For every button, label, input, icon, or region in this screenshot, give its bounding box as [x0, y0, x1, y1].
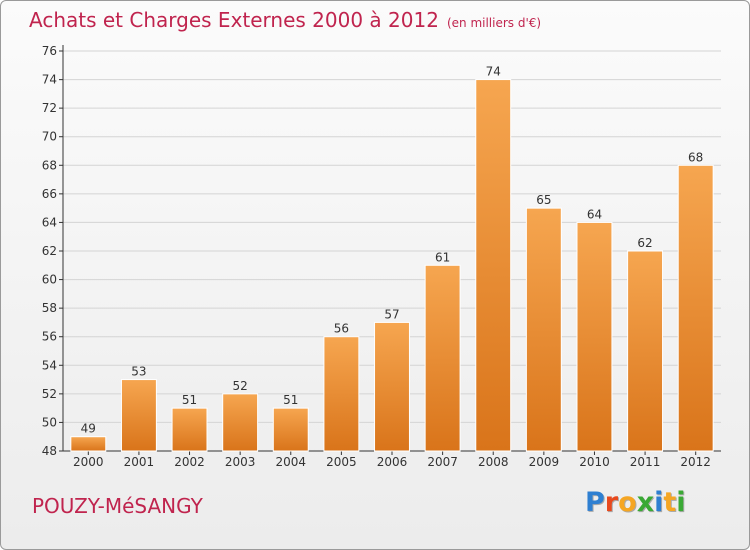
x-tick-label: 2009: [529, 455, 560, 469]
logo-letter: P: [585, 487, 605, 518]
x-tick-label: 2011: [630, 455, 661, 469]
data-label-2000: 49: [81, 422, 96, 436]
y-tick-label: 62: [42, 244, 57, 258]
y-tick-label: 58: [42, 301, 57, 315]
bar-2009: [525, 207, 562, 452]
y-tick-label: 70: [42, 130, 57, 144]
data-label-2007: 61: [435, 250, 450, 264]
labels: 48 50 52 54 56 58 60 62 64 66 68 70 72 74 76 2000 49 2001…: [42, 44, 711, 469]
logo-letter: i: [654, 487, 664, 518]
bar-2000: [70, 436, 107, 452]
x-tick-label: 2002: [174, 455, 205, 469]
bar-2002: [171, 407, 208, 452]
bar-2012: [677, 164, 714, 452]
bar-2001: [120, 379, 157, 452]
bar-2006: [374, 321, 410, 452]
bar-2011: [627, 250, 664, 452]
bar-2010: [576, 221, 613, 452]
x-tick-label: 2012: [680, 455, 711, 469]
data-label-2008: 74: [486, 65, 501, 79]
chart-subtitle: (en milliers d'€): [446, 16, 542, 30]
y-tick-label: 60: [42, 273, 57, 287]
proxiti-logo: Proxiti: [585, 487, 686, 518]
y-tick-label: 68: [42, 158, 57, 172]
bar-2005: [323, 336, 360, 452]
bar-2007: [424, 264, 461, 452]
y-tick-label: 56: [42, 330, 57, 344]
y-tick-label: 48: [42, 444, 57, 458]
x-tick-label: 2001: [124, 455, 155, 469]
data-label-2001: 53: [131, 365, 146, 379]
data-label-2004: 51: [283, 393, 298, 407]
logo-letter: o: [618, 487, 637, 518]
x-tick-label: 2003: [225, 455, 256, 469]
logo-letter: i: [676, 487, 686, 518]
x-tick-label: 2007: [427, 455, 458, 469]
y-tick-label: 72: [42, 101, 57, 115]
data-label-2005: 56: [334, 322, 349, 336]
x-tick-label: 2010: [579, 455, 610, 469]
data-label-2011: 62: [637, 236, 652, 250]
y-tick-label: 50: [42, 415, 57, 429]
data-label-2006: 57: [384, 307, 399, 321]
bar-2004: [272, 407, 309, 452]
data-label-2010: 64: [587, 207, 602, 221]
y-tick-label: 76: [42, 44, 57, 58]
y-tick-label: 74: [42, 73, 57, 87]
commune-name: POUZY-MéSANGY: [32, 494, 203, 518]
x-tick-label: 2005: [326, 455, 357, 469]
chart-title: Achats et Charges Externes 2000 à 2012 (e…: [29, 8, 541, 32]
x-tick-label: 2000: [73, 455, 104, 469]
bars: [70, 79, 714, 452]
chart-title-text: Achats et Charges Externes 2000 à 2012: [29, 8, 439, 32]
bar-2003: [222, 393, 259, 452]
y-tick-label: 64: [42, 215, 57, 229]
data-label-2009: 65: [536, 193, 551, 207]
logo-letter: t: [663, 487, 677, 518]
y-tick-label: 66: [42, 187, 57, 201]
bar-2008: [475, 79, 512, 452]
y-tick-label: 54: [42, 358, 57, 372]
x-tick-label: 2004: [275, 455, 306, 469]
y-tick-label: 52: [42, 387, 57, 401]
x-tick-label: 2006: [377, 455, 408, 469]
data-label-2012: 68: [688, 150, 703, 164]
logo-letter: r: [604, 487, 619, 518]
logo-letter: x: [636, 487, 655, 518]
x-tick-label: 2008: [478, 455, 509, 469]
data-label-2002: 51: [182, 393, 197, 407]
data-label-2003: 52: [233, 379, 248, 393]
